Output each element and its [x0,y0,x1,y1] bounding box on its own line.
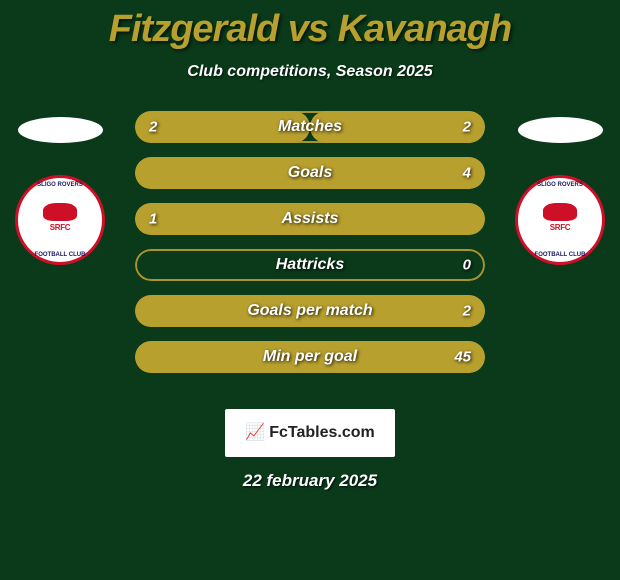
comparison-area: SLIGO ROVERS SRFC FOOTBALL CLUB SLIGO RO… [0,111,620,391]
watermark: 📈 FcTables.com [225,409,395,457]
stat-label: Goals [135,164,485,182]
stat-label: Matches [135,118,485,136]
player-right-club-badge: SLIGO ROVERS SRFC FOOTBALL CLUB [515,175,605,265]
watermark-text: FcTables.com [269,424,375,442]
stat-label: Min per goal [135,348,485,366]
stat-value-right: 2 [463,119,471,136]
stat-row: Goals4 [135,157,485,189]
stat-row: Hattricks0 [135,249,485,281]
stat-label: Goals per match [135,302,485,320]
player-left-column: SLIGO ROVERS SRFC FOOTBALL CLUB [10,111,110,265]
stat-label: Hattricks [135,256,485,274]
player-left-club-badge: SLIGO ROVERS SRFC FOOTBALL CLUB [15,175,105,265]
player-right-avatar [518,117,603,143]
player-left-avatar [18,117,103,143]
bull-icon [543,203,577,221]
stat-row: Assists1 [135,203,485,235]
club-name-top: SLIGO ROVERS [37,182,83,188]
stat-row: Goals per match2 [135,295,485,327]
stat-label: Assists [135,210,485,228]
stat-value-right: 0 [463,257,471,274]
stat-value-left: 1 [149,211,157,228]
stat-value-right: 4 [463,165,471,182]
stat-value-right: 45 [454,349,471,366]
stat-row: Matches2 2 [135,111,485,143]
date-line: 22 february 2025 [0,471,620,491]
club-name-top: SLIGO ROVERS [537,182,583,188]
stat-value-left: 2 [149,119,157,136]
stat-row: Min per goal45 [135,341,485,373]
subtitle: Club competitions, Season 2025 [0,63,620,81]
player-right-column: SLIGO ROVERS SRFC FOOTBALL CLUB [510,111,610,265]
bull-icon [43,203,77,221]
club-name-bottom: FOOTBALL CLUB [535,252,586,258]
club-abbr: SRFC [50,223,71,232]
page-title: Fitzgerald vs Kavanagh [0,0,620,51]
chart-icon: 📈 [245,422,265,442]
stat-bars: Matches22Goals4Assists1Hattricks0Goals p… [135,111,485,373]
stat-value-right: 2 [463,303,471,320]
club-abbr: SRFC [550,223,571,232]
club-name-bottom: FOOTBALL CLUB [35,252,86,258]
